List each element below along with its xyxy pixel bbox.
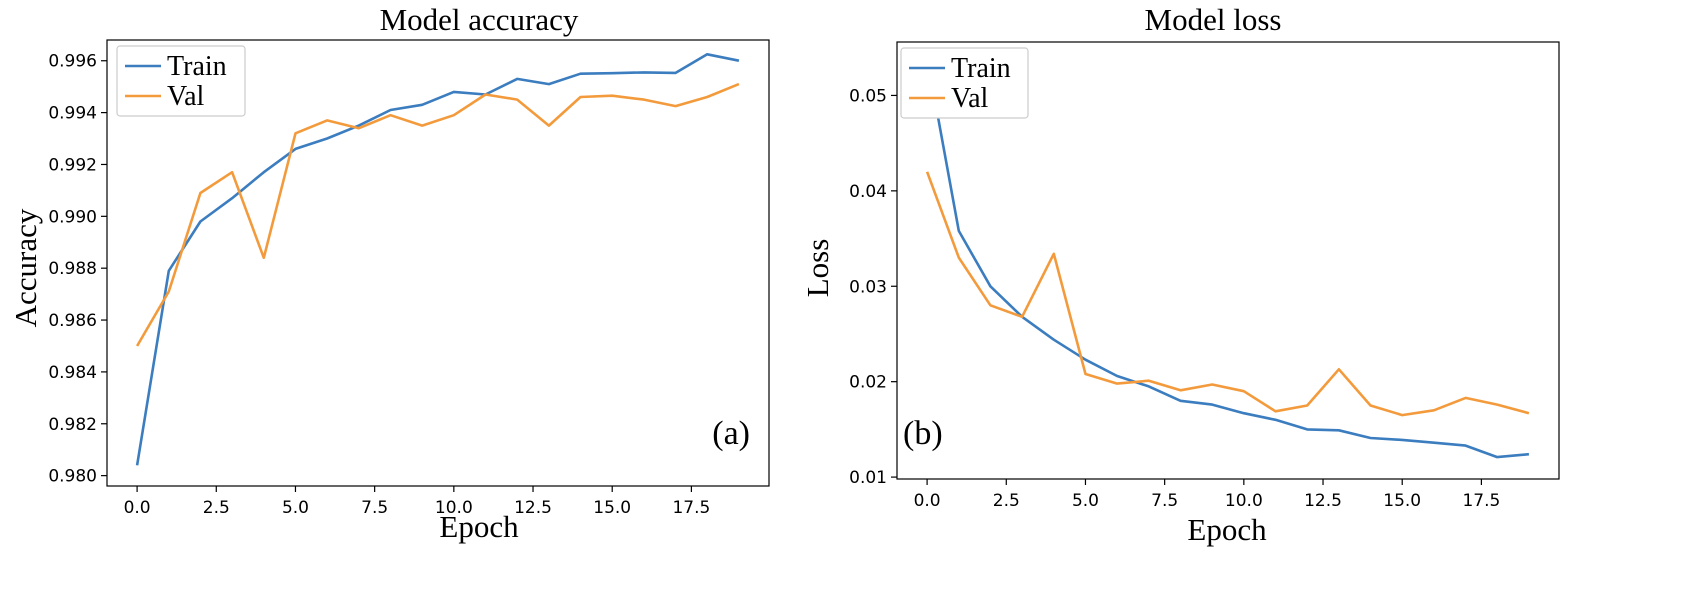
loss-panel-tag: (b): [903, 415, 943, 452]
accuracy-legend-label-train: Train: [167, 51, 227, 82]
loss-y-tick-label: 0.03: [849, 277, 887, 297]
loss-chart-title: Model loss: [1145, 2, 1282, 37]
accuracy-y-tick-label: 0.996: [48, 52, 97, 72]
loss-legend-label-val: Val: [951, 83, 989, 114]
accuracy-y-tick-label: 0.986: [48, 311, 97, 331]
accuracy-y-tick-label: 0.984: [48, 363, 97, 383]
accuracy-y-tick-label: 0.980: [48, 467, 97, 487]
accuracy-y-tick-label: 0.994: [48, 104, 97, 124]
accuracy-y-tick-label: 0.982: [48, 415, 97, 435]
accuracy-x-tick-label: 15.0: [593, 498, 631, 518]
accuracy-x-tick-label: 0.0: [124, 498, 151, 518]
loss-legend-frame: [900, 47, 1029, 119]
loss-x-tick-label: 5.0: [1072, 491, 1099, 511]
accuracy-plot-frame: [106, 39, 770, 487]
accuracy-x-tick-label: 7.5: [361, 498, 388, 518]
loss-x-tick-label: 17.5: [1462, 491, 1500, 511]
loss-y-tick-label: 0.05: [849, 86, 887, 106]
accuracy-x-tick-label: 12.5: [514, 498, 552, 518]
loss-x-axis-label: Epoch: [1187, 512, 1267, 547]
accuracy-x-axis-label: Epoch: [439, 509, 519, 544]
accuracy-chart-title: Model accuracy: [380, 2, 579, 37]
accuracy-legend-label-val: Val: [167, 81, 205, 112]
accuracy-y-axis-label: Accuracy: [8, 208, 43, 327]
accuracy-legend-frame: [116, 45, 246, 117]
accuracy-x-tick-label: 5.0: [282, 498, 309, 518]
accuracy-x-tick-label: 10.0: [435, 498, 473, 518]
loss-y-tick-label: 0.01: [849, 468, 887, 488]
loss-x-tick-label: 0.0: [914, 491, 941, 511]
accuracy-x-tick-label: 2.5: [203, 498, 230, 518]
loss-x-tick-label: 2.5: [993, 491, 1020, 511]
accuracy-series-val-line: [135, 82, 740, 347]
loss-x-tick-label: 7.5: [1151, 491, 1178, 511]
loss-series-train-line: [925, 57, 1530, 459]
loss-y-tick-label: 0.02: [849, 373, 887, 393]
loss-chart-panel: Model loss Epoch Loss (b) 0.0 2.5 5.0 7.5 10…: [800, 2, 1560, 547]
loss-y-tick-label: 0.04: [849, 182, 887, 202]
loss-x-tick-label: 15.0: [1383, 491, 1421, 511]
accuracy-y-tick-label: 0.988: [48, 259, 97, 279]
accuracy-x-tick-label: 17.5: [672, 498, 710, 518]
accuracy-series-train-line: [135, 52, 740, 466]
loss-x-tick-label: 10.0: [1225, 491, 1263, 511]
accuracy-panel-tag: (a): [712, 415, 750, 452]
accuracy-chart-panel: Model accuracy Epoch Accuracy (a) 0.0 2.5…: [8, 2, 770, 544]
accuracy-y-tick-label: 0.992: [48, 155, 97, 175]
loss-y-axis-label: Loss: [800, 239, 835, 298]
accuracy-y-tick-label: 0.990: [48, 207, 97, 227]
loss-x-tick-label: 12.5: [1304, 491, 1342, 511]
loss-plot-frame: [896, 41, 1560, 480]
loss-legend-label-train: Train: [951, 53, 1011, 84]
loss-series-val-line: [925, 171, 1530, 417]
